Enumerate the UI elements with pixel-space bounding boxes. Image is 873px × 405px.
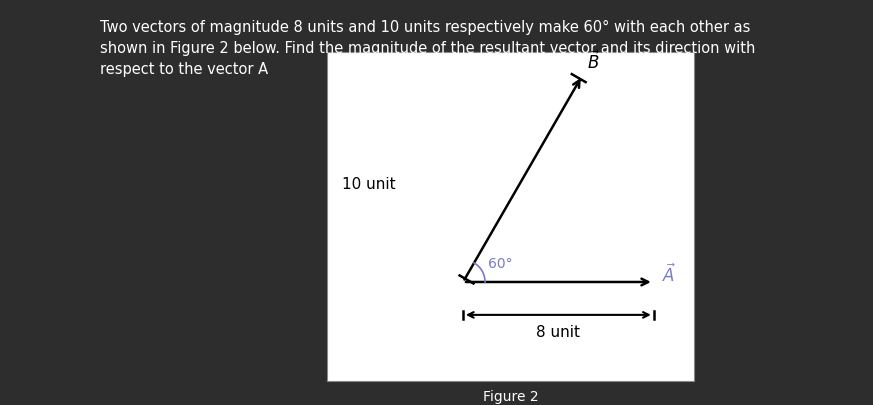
Text: $\vec{A}$: $\vec{A}$ [663,263,677,286]
Text: Two vectors of magnitude 8 units and 10 units respectively make 60° with each ot: Two vectors of magnitude 8 units and 10 … [100,20,756,77]
Text: Figure 2: Figure 2 [483,389,539,403]
Text: 8 unit: 8 unit [536,324,581,339]
Text: 60°: 60° [488,256,513,270]
Text: 10 unit: 10 unit [342,177,395,191]
FancyBboxPatch shape [327,53,694,381]
Text: $\vec{B}$: $\vec{B}$ [587,50,600,72]
